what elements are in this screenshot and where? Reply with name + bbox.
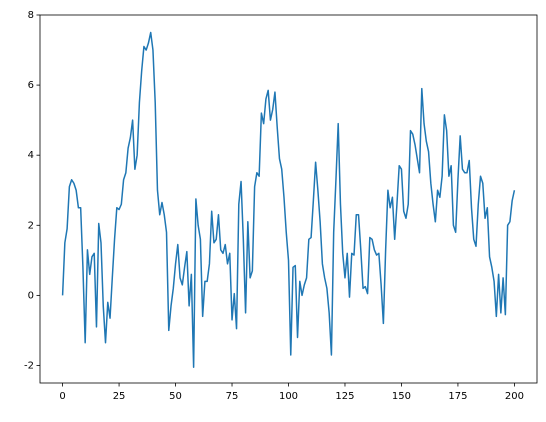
data-line (61, 31, 516, 368)
x-tick-label: 50 (169, 391, 182, 402)
y-tick-label: 6 (28, 80, 34, 91)
x-tick-label: 25 (113, 391, 126, 402)
x-tick-label: 150 (392, 391, 411, 402)
axes-frame (39, 14, 538, 384)
x-tick-label: 125 (335, 391, 354, 402)
y-tick-label: 8 (28, 10, 34, 21)
x-tick-label: 100 (279, 391, 298, 402)
y-tick-label: -2 (24, 360, 34, 371)
x-tick-label: 175 (448, 391, 467, 402)
y-tick-label: 4 (28, 150, 34, 161)
x-tick-label: 0 (59, 391, 65, 402)
y-tick-label: 0 (28, 290, 34, 301)
x-tick-label: 75 (226, 391, 239, 402)
y-tick-label: 2 (28, 220, 34, 231)
x-tick-label: 200 (505, 391, 524, 402)
